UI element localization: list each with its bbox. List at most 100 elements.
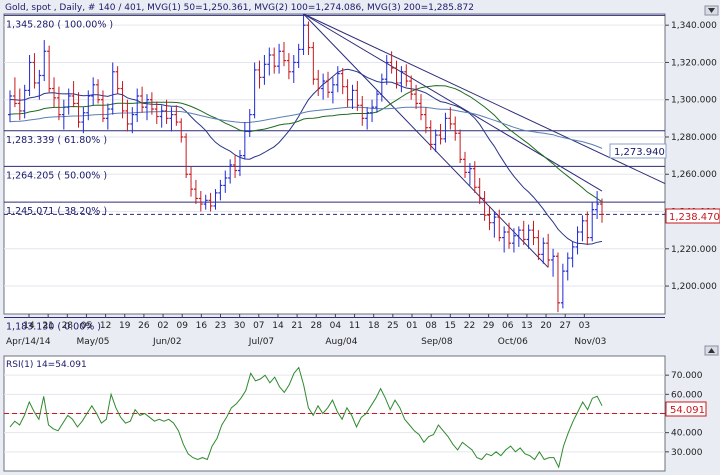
ohlc-bar bbox=[233, 155, 238, 178]
date-tick-label: 20 bbox=[540, 321, 552, 331]
ohlc-bar bbox=[120, 81, 125, 119]
date-tick-label: 23 bbox=[215, 321, 226, 331]
price-plot-area[interactable] bbox=[3, 13, 666, 315]
rsi-tick-label: 40.000 bbox=[671, 429, 703, 439]
ohlc-bar bbox=[149, 92, 154, 115]
ohlc-bar bbox=[511, 228, 516, 253]
ohlc-bar bbox=[130, 107, 135, 134]
ohlc-bar bbox=[365, 107, 370, 130]
ohlc-bar bbox=[115, 66, 120, 95]
ohlc-bar bbox=[22, 84, 27, 119]
price-grid bbox=[4, 24, 665, 287]
date-tick-label: 05 bbox=[81, 321, 92, 331]
month-label: Apr/14/14 bbox=[6, 337, 51, 347]
ohlc-bar bbox=[463, 151, 468, 178]
ohlc-bar bbox=[164, 99, 169, 124]
month-label: May/05 bbox=[76, 337, 109, 347]
fib-level-label: 1,183.130 ( 0.00% ) bbox=[6, 321, 101, 332]
ohlc-bar bbox=[472, 161, 477, 193]
ohlc-bar bbox=[404, 64, 409, 87]
ohlc-bar bbox=[42, 40, 47, 82]
ohlc-bar bbox=[516, 226, 521, 247]
price-tick-label: 1,260.000 bbox=[671, 170, 717, 180]
ohlc-bar bbox=[52, 77, 57, 108]
fib-level-label: 1,345.280 ( 100.00% ) bbox=[6, 19, 113, 30]
ohlc-bar bbox=[321, 73, 326, 100]
price-tick-label: 1,200.000 bbox=[671, 282, 717, 292]
ohlc-bar bbox=[140, 86, 145, 113]
month-label: Jul/07 bbox=[248, 337, 274, 347]
date-tick-label: 28 bbox=[311, 321, 323, 331]
month-label: Nov/03 bbox=[574, 337, 606, 347]
ohlc-bar bbox=[174, 105, 179, 126]
ohlc-bar bbox=[193, 179, 198, 205]
ma200-value: 1,273.940 bbox=[614, 147, 665, 158]
month-label: Jun/02 bbox=[152, 337, 182, 347]
date-tick-label: 03 bbox=[579, 321, 590, 331]
date-tick-label: 02 bbox=[157, 321, 168, 331]
ohlc-bar bbox=[443, 112, 448, 143]
date-tick-label: 18 bbox=[368, 321, 380, 331]
last-close-badge: 1,238.470 bbox=[665, 208, 720, 224]
trend-line bbox=[303, 13, 666, 185]
ohlc-bar bbox=[135, 88, 140, 123]
trend-line bbox=[303, 13, 549, 268]
ohlc-bar bbox=[541, 237, 546, 264]
scroll-up-button[interactable] bbox=[704, 345, 719, 356]
ohlc-bar bbox=[526, 224, 531, 249]
rsi-line bbox=[9, 366, 603, 469]
date-tick-label: 11 bbox=[349, 321, 360, 331]
date-tick-label: 16 bbox=[196, 321, 208, 331]
ohlc-bar bbox=[252, 62, 257, 119]
ohlc-bar bbox=[184, 133, 189, 178]
ohlc-bar bbox=[81, 107, 86, 134]
ohlc-bar bbox=[242, 122, 247, 160]
ohlc-bar bbox=[502, 226, 507, 253]
ohlc-bar bbox=[374, 90, 379, 113]
ohlc-bar bbox=[580, 215, 585, 242]
zoom-toggle-button[interactable] bbox=[704, 5, 719, 16]
ohlc-bar bbox=[497, 209, 502, 242]
ohlc-bar bbox=[76, 92, 81, 128]
ohlc-bar bbox=[213, 189, 218, 210]
ohlc-bar bbox=[66, 88, 71, 115]
ohlc-bar bbox=[110, 62, 115, 115]
price-tick-label: 1,280.000 bbox=[671, 133, 717, 143]
date-tick-label: 22 bbox=[464, 321, 475, 331]
ohlc-bar bbox=[291, 54, 296, 83]
ohlc-bar bbox=[56, 86, 61, 121]
ohlc-bar bbox=[144, 94, 149, 121]
ohlc-bar bbox=[350, 84, 355, 110]
ohlc-bar bbox=[335, 66, 340, 93]
ohlc-bar bbox=[384, 54, 389, 85]
ohlc-bar bbox=[379, 73, 384, 102]
ohlc-bar bbox=[12, 77, 17, 108]
date-tick-label: 27 bbox=[559, 321, 570, 331]
ohlc-bar bbox=[47, 45, 52, 93]
ohlc-bar bbox=[399, 66, 404, 93]
date-tick-label: 26 bbox=[138, 321, 150, 331]
date-tick-label: 09 bbox=[176, 321, 188, 331]
rsi-title: RSI(1) 14=54.091 bbox=[6, 360, 87, 370]
ohlc-bar bbox=[267, 47, 272, 76]
ohlc-bar bbox=[296, 43, 301, 69]
ohlc-bar bbox=[536, 230, 541, 260]
ohlc-bar bbox=[37, 69, 42, 100]
ma50-line bbox=[9, 68, 603, 245]
ohlc-bar bbox=[277, 43, 282, 74]
date-tick-label: 15 bbox=[445, 321, 456, 331]
fib-level-label: 1,283.339 ( 61.80% ) bbox=[6, 135, 107, 146]
ohlc-bar bbox=[237, 150, 242, 177]
chevron-up-icon bbox=[708, 348, 715, 353]
ohlc-bar bbox=[418, 94, 423, 121]
ma200-line bbox=[9, 106, 603, 149]
fib-level-label: 1,264.205 ( 50.00% ) bbox=[6, 170, 107, 181]
rsi-tick-label: 60.000 bbox=[671, 390, 703, 400]
ohlc-bar bbox=[27, 54, 32, 96]
ma100-line bbox=[9, 85, 603, 203]
trend-line bbox=[303, 13, 603, 192]
ma200-badge: 1,273.940 bbox=[609, 143, 667, 159]
date-tick-label: 07 bbox=[253, 321, 264, 331]
price-tick-label: 1,320.000 bbox=[671, 58, 717, 68]
ohlc-bar bbox=[17, 88, 22, 121]
